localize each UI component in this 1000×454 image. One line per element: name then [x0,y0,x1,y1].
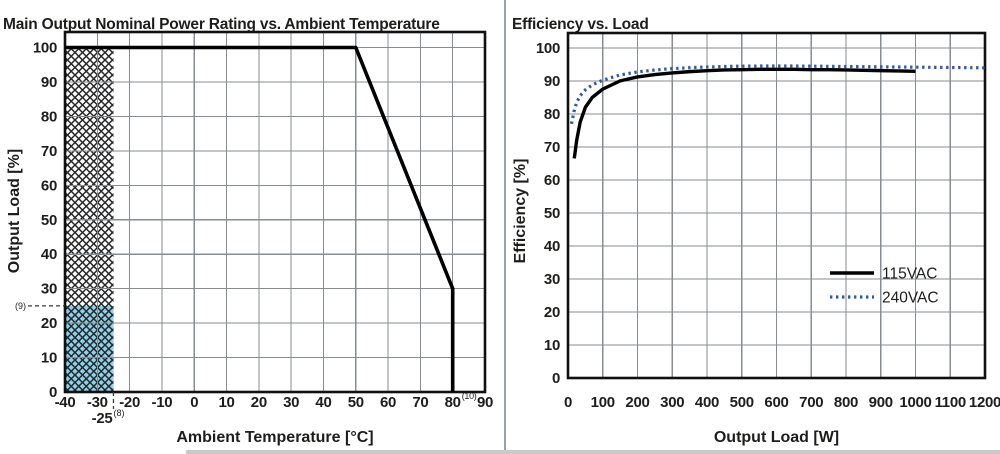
svg-text:100: 100 [33,40,57,57]
efficiency-chart-title: Efficiency vs. Load [512,15,649,33]
svg-text:20: 20 [41,315,57,332]
plot-background [65,32,485,392]
svg-text:0: 0 [552,370,560,387]
svg-text:90: 90 [544,73,560,90]
grid-lines [65,32,485,392]
svg-text:(8): (8) [113,408,124,418]
svg-text:40: 40 [41,246,57,263]
svg-text:300: 300 [660,394,684,411]
svg-text:(10): (10) [462,391,477,401]
svg-text:10: 10 [41,350,57,367]
svg-text:80: 80 [445,394,461,411]
svg-text:(9): (9) [15,301,26,311]
tick-labels: 0 10 20 30 40 50 60 70 80 90 100 -40 -30 -20 -10 0 10 20 3… [33,40,493,411]
svg-text:-20: -20 [119,394,140,411]
efficiency-x-axis-label: Output Load [W] [713,429,840,446]
series-115vac [572,67,916,159]
svg-text:400: 400 [695,394,719,411]
svg-text:20: 20 [544,304,560,321]
svg-text:500: 500 [730,394,754,411]
svg-text:100: 100 [591,394,615,411]
svg-text:1200: 1200 [969,394,1000,411]
svg-text:30: 30 [544,271,560,288]
svg-text:-25: -25 [92,410,113,427]
legend-label-240vac: 240VAC [882,290,939,307]
plot-border [63,30,487,394]
grid-lines [568,33,985,378]
svg-text:100: 100 [536,40,560,57]
svg-text:80: 80 [544,106,560,123]
svg-text:30: 30 [283,394,299,411]
svg-text:70: 70 [544,139,560,156]
svg-text:90: 90 [41,74,57,91]
plot-border [566,31,987,380]
svg-text:0: 0 [190,394,198,411]
svg-text:70: 70 [412,394,428,411]
derating-x-axis-label: Ambient Temperature [°C] [176,429,374,446]
svg-text:0: 0 [564,394,572,411]
annotation--25: -25 (8) [92,392,124,427]
svg-text:50: 50 [41,212,57,229]
svg-text:1100: 1100 [935,394,966,411]
cropped-content-strip [186,450,1000,454]
svg-text:40: 40 [315,394,331,411]
svg-text:50: 50 [348,394,364,411]
svg-text:700: 700 [799,394,823,411]
svg-text:600: 600 [764,394,788,411]
svg-text:20: 20 [251,394,267,411]
legend-label-115vac: 115VAC [882,266,937,283]
svg-text:-30: -30 [87,394,108,411]
derating-chart-title: Main Output Nominal Power Rating vs. Amb… [3,15,440,33]
annotation-9: (9) [15,301,65,311]
panel-divider [504,0,506,454]
svg-text:-40: -40 [55,394,76,411]
legend: 115VAC 240VAC [830,266,939,307]
svg-text:1000: 1000 [899,394,931,411]
svg-text:70: 70 [41,143,57,160]
svg-text:30: 30 [41,281,57,298]
svg-text:60: 60 [380,394,396,411]
svg-text:40: 40 [544,238,560,255]
svg-text:900: 900 [869,394,893,411]
series-240vac [569,64,986,125]
series-derating-curve [65,45,455,392]
svg-text:200: 200 [625,394,649,411]
svg-text:0: 0 [49,384,57,401]
svg-text:60: 60 [544,172,560,189]
svg-text:80: 80 [41,108,57,125]
svg-text:90: 90 [477,394,493,411]
svg-text:60: 60 [41,177,57,194]
svg-text:50: 50 [544,205,560,222]
svg-text:800: 800 [834,394,858,411]
svg-text:10: 10 [544,337,560,354]
svg-text:10: 10 [218,394,234,411]
svg-text:-10: -10 [152,394,173,411]
